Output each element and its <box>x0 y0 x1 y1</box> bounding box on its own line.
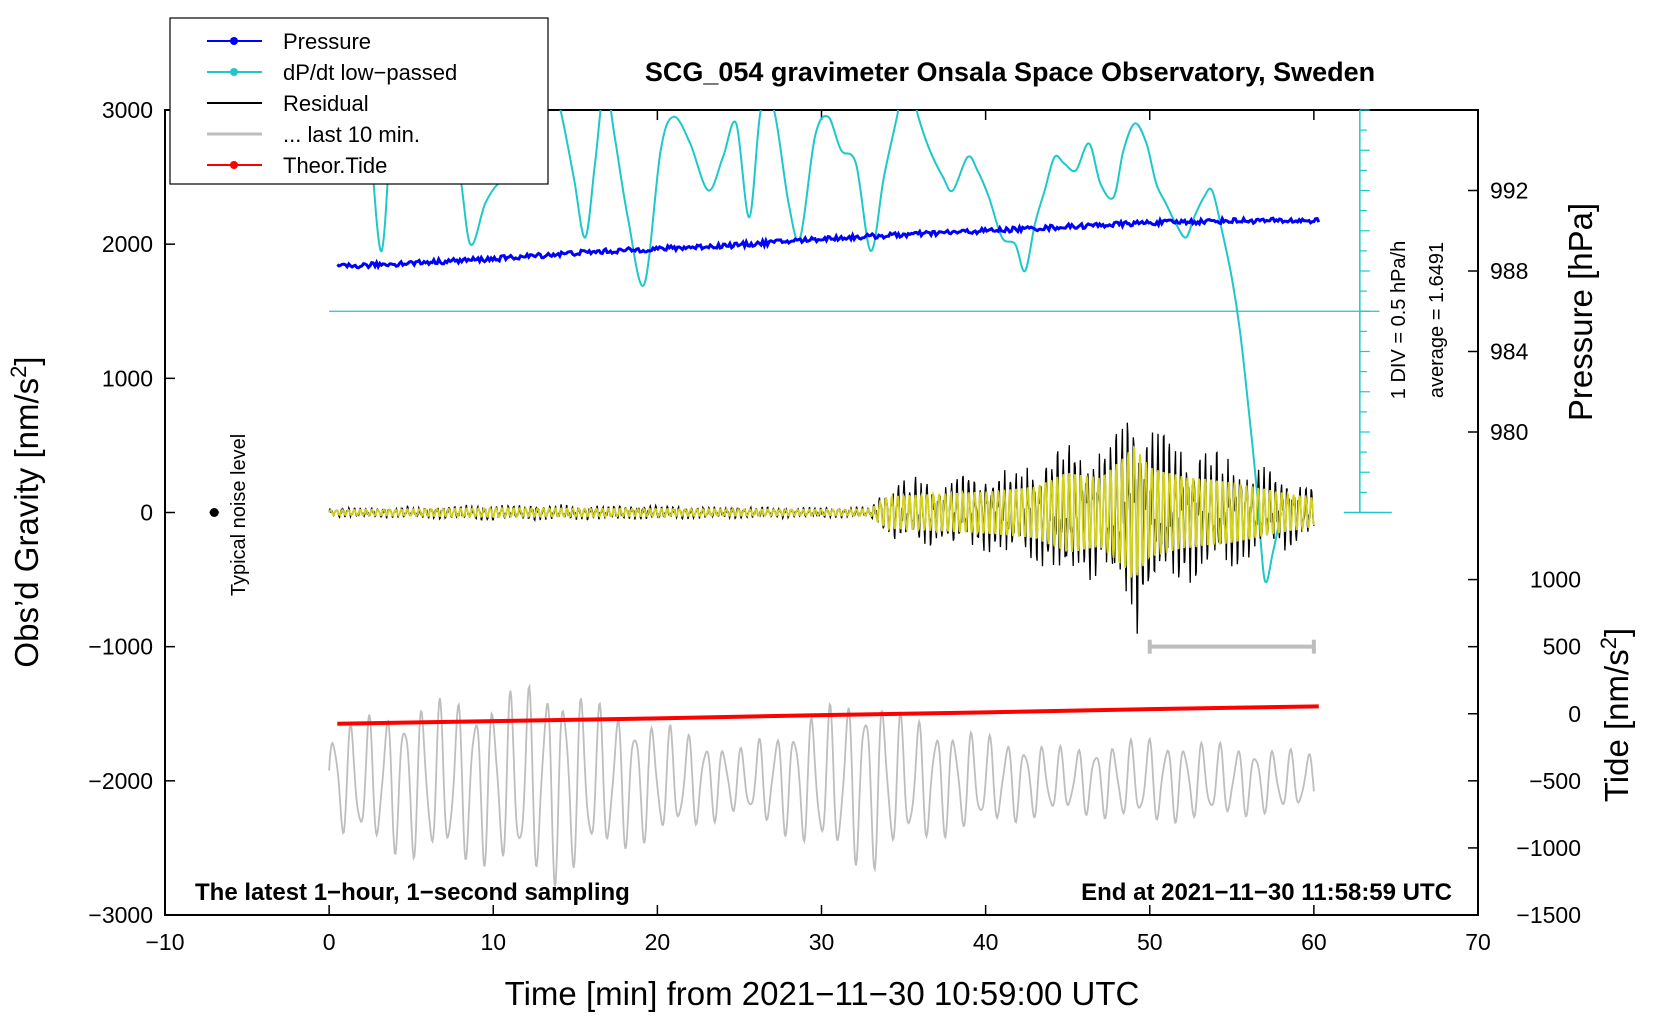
annotation-end-time: End at 2021−11−30 11:58:59 UTC <box>1081 879 1452 906</box>
y-axis-pressure-title: Pressure [hPa] <box>1562 203 1599 421</box>
tide-tick-label: −1000 <box>1516 835 1581 861</box>
x-tick-label: 70 <box>1465 929 1491 955</box>
legend-label: Pressure <box>283 29 371 54</box>
tide-tick-label: 1000 <box>1530 567 1581 593</box>
legend-label: dP/dt low−passed <box>283 60 457 85</box>
series-residual-fit-line <box>328 445 1315 578</box>
legend-label: ... last 10 min. <box>283 122 420 147</box>
annotation-sampling: The latest 1−hour, 1−second sampling <box>195 879 630 906</box>
legend-label: Theor.Tide <box>283 153 387 178</box>
pressure-tick-label: 980 <box>1490 419 1528 445</box>
y-axis-pressure: 980 984 988 992 <box>1468 178 1529 445</box>
series-tide-line <box>337 704 1319 726</box>
y-tick-label: 1000 <box>102 365 153 391</box>
series-dpdt-line <box>369 110 1282 584</box>
legend-marker <box>230 161 238 169</box>
x-tick-label: 30 <box>809 929 835 955</box>
tide-tick-label: −1500 <box>1516 902 1581 928</box>
series-pressure-line <box>336 214 1321 271</box>
x-tick-label: 20 <box>645 929 671 955</box>
tide-tick-label: 500 <box>1543 634 1581 660</box>
x-tick-label: 10 <box>480 929 506 955</box>
y-tick-label: −1000 <box>88 634 153 660</box>
y-axis-tide-title-main: Tide [nm/s <box>1598 649 1635 802</box>
tide-tick-label: 0 <box>1568 701 1581 727</box>
last-10-min-bar <box>1147 639 1316 654</box>
x-axis-title: Time [min] from 2021−11−30 10:59:00 UTC <box>505 975 1140 1012</box>
series-layer <box>328 110 1380 887</box>
y-tick-label: 0 <box>140 500 153 526</box>
noise-level-marker <box>209 508 220 517</box>
y-axis-gravity: −3000 −2000 −1000 0 1000 2000 3000 <box>88 97 175 928</box>
legend-box <box>169 17 549 185</box>
noise-level-dot <box>209 508 219 517</box>
y-axis-left-title: Obs’d Gravity [nm/s2] <box>6 356 45 667</box>
x-axis: −10 0 10 20 30 40 50 60 70 <box>145 110 1491 955</box>
pressure-tick-label: 992 <box>1490 178 1528 204</box>
pressure-tick-label: 988 <box>1490 258 1528 284</box>
y-tick-label: −3000 <box>88 902 153 928</box>
chart-title: SCG_054 gravimeter Onsala Space Observat… <box>645 57 1375 87</box>
y-axis-tide-title-sup: 2 <box>1596 637 1621 649</box>
y-tick-label: −2000 <box>88 768 153 794</box>
y-tick-label: 3000 <box>102 97 153 123</box>
dpdt-average-label: average = 1.6491 <box>1426 242 1448 398</box>
tide-tick-label: −500 <box>1529 768 1581 794</box>
legend-marker <box>230 68 238 76</box>
x-tick-label: 40 <box>973 929 999 955</box>
legend: Pressure dP/dt low−passed Residual ... last… <box>207 29 457 178</box>
x-tick-label: −10 <box>145 929 184 955</box>
legend-label: Residual <box>283 91 369 116</box>
x-tick-label: 50 <box>1137 929 1163 955</box>
y-axis-tide: −1500 −1000 −500 0 500 1000 <box>1468 567 1581 928</box>
y-axis-tide-title: Tide [nm/s2] <box>1596 628 1635 802</box>
y-tick-label: 2000 <box>102 231 153 257</box>
dpdt-div-label: 1 DIV = 0.5 hPa/h <box>1388 241 1410 399</box>
x-tick-label: 60 <box>1301 929 1327 955</box>
pressure-tick-label: 984 <box>1490 339 1529 365</box>
x-tick-label: 0 <box>323 929 336 955</box>
y-axis-left-title-main: Obs’d Gravity [nm/s <box>8 378 45 668</box>
y-axis-left-title-end: ] <box>8 356 45 365</box>
y-axis-tide-title-end: ] <box>1598 628 1635 637</box>
noise-level-label: Typical noise level <box>228 434 250 596</box>
y-axis-left-title-sup: 2 <box>6 366 31 378</box>
legend-marker <box>230 37 238 45</box>
